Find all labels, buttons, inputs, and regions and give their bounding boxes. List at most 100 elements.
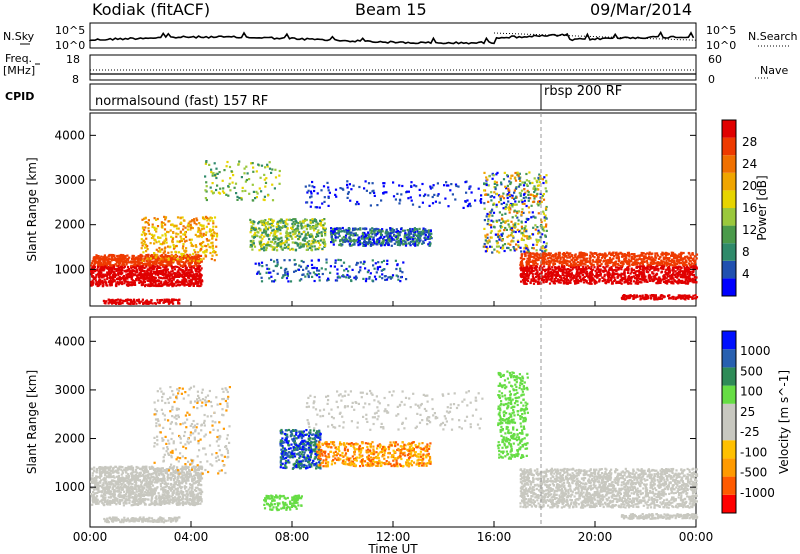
power-cell [120,266,123,269]
power-cell [132,283,135,286]
power-cell [569,281,572,284]
power-cell [202,240,205,244]
power-cell [591,277,594,280]
power-cell [520,280,523,283]
power-cell [359,228,362,231]
power-cell [645,259,649,263]
power-cell [686,255,689,258]
power-cell [153,242,156,245]
power-cell [618,280,621,283]
power-cell [198,222,201,225]
power-cell [596,265,599,268]
power-cell [643,257,646,260]
power-cell [386,232,389,235]
power-cell [94,276,97,279]
power-cell [529,281,532,285]
power-cell [633,272,636,275]
power-cell [616,263,619,266]
power-cell [197,226,200,230]
power-cell [121,262,124,265]
power-cell [195,217,198,220]
power-cell [537,188,540,191]
power-cell [309,221,312,224]
power-cell [370,235,373,238]
power-cell [614,266,618,269]
power-cell [348,265,351,268]
power-cell [298,279,301,282]
power-cell [285,231,288,234]
power-cell [140,259,143,262]
power-cell [270,245,273,248]
power-cell [271,248,274,251]
power-cell [181,216,184,219]
power-cell [397,278,400,281]
power-cell [415,234,419,238]
power-cell [141,227,145,230]
power-cell [320,267,323,270]
power-cell [274,279,277,282]
power-cell [194,244,197,247]
power-cell [532,226,535,229]
power-cell [171,238,174,241]
power-cell [327,277,330,280]
power-cell [153,280,156,284]
power-cell [507,206,510,209]
power-cell [160,262,163,265]
power-cell [611,253,614,256]
power-cell [562,268,565,271]
power-cell [155,269,158,272]
power-cell [532,282,536,285]
power-cell [638,257,641,261]
power-cell [99,282,102,286]
power-cell [598,268,601,271]
power-cell [650,278,653,281]
power-cell [524,243,527,247]
power-cell [373,231,376,234]
power-cell [522,211,525,214]
power-cell [389,228,392,231]
power-cell [172,266,175,269]
power-cell [168,272,171,275]
power-cell [97,275,100,278]
power-cell [606,273,609,276]
power-cell [109,284,112,287]
power-cell [514,230,517,234]
power-cell [105,267,109,270]
power-cell [669,262,672,265]
power-cell [293,230,296,233]
power-cell [280,236,283,239]
power-cell [294,241,297,244]
power-cell [176,283,179,286]
nsearch-series [493,32,697,41]
power-cell [620,282,623,285]
power-cell [532,279,535,282]
power-cell [149,272,152,275]
power-cell [403,234,407,237]
power-cell [543,270,547,273]
power-cell [638,265,642,268]
power-cell [186,259,189,262]
power-cell [675,262,678,266]
power-cell [296,227,299,230]
power-cell [94,258,97,261]
power-cell [351,239,354,242]
power-cell [568,269,571,272]
power-cell [682,257,685,260]
power-cell [110,259,113,262]
power-cell [138,267,141,270]
power-cell [513,197,516,201]
power-cell [684,276,687,279]
power-cell [682,261,685,264]
power-cell [286,270,289,273]
power-cell [147,258,150,261]
power-cell [363,260,366,263]
power-cell [380,242,383,245]
power-cell [132,257,135,260]
power-cell [590,263,593,267]
power-cell [267,241,270,244]
power-cell [553,262,557,266]
power-cell [514,222,517,225]
power-cell [100,261,103,264]
power-cell [545,280,548,283]
power-cell [184,263,187,266]
